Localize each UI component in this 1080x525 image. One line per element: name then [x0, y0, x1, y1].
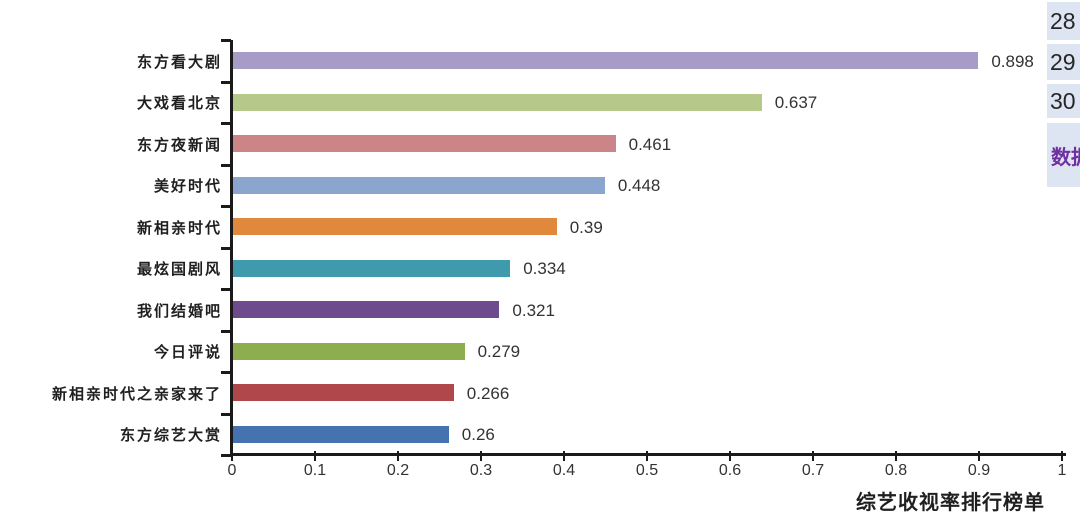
x-axis-tick-label: 0.5 — [635, 462, 659, 479]
category-label: 新相亲时代 — [136, 218, 222, 237]
bar[interactable] — [233, 218, 557, 236]
bar[interactable] — [233, 176, 605, 194]
bar-value-label: 0.266 — [466, 383, 510, 403]
spreadsheet-cell[interactable]: 28 — [1047, 2, 1080, 40]
y-axis-tick — [221, 39, 231, 42]
y-axis-tick — [221, 80, 231, 84]
bar[interactable] — [233, 301, 500, 319]
bar[interactable] — [233, 135, 616, 153]
x-axis-tick — [812, 451, 814, 461]
y-axis-tick — [221, 163, 231, 167]
bar-value-label: 0.26 — [461, 425, 495, 445]
x-axis-tick-label: 0.4 — [552, 462, 576, 479]
bar-value-label: 0.898 — [991, 51, 1034, 71]
category-label: 新相亲时代之亲家来了 — [51, 384, 222, 403]
category-label: 东方看大剧 — [136, 52, 222, 71]
category-label: 今日评说 — [153, 343, 222, 362]
category-label: 大戏看北京 — [136, 94, 222, 113]
y-axis-tick — [221, 412, 231, 416]
x-axis-tick — [895, 451, 897, 461]
bar-value-label: 0.637 — [774, 93, 818, 113]
x-axis-tick-label: 0.6 — [718, 462, 742, 479]
x-axis-tick-label: 0 — [227, 462, 237, 479]
x-axis-line — [230, 453, 1066, 456]
x-axis-tick — [563, 451, 565, 461]
y-axis-tick — [221, 246, 231, 250]
x-axis-tick — [978, 451, 980, 461]
cell-value: 30 — [1050, 87, 1076, 114]
x-axis-tick — [231, 451, 233, 461]
y-axis-tick — [221, 205, 231, 208]
y-axis-line — [230, 40, 233, 457]
category-label: 美好时代 — [153, 177, 222, 196]
bar[interactable] — [233, 259, 511, 277]
category-label: 我们结婚吧 — [136, 301, 222, 320]
y-axis-tick — [221, 371, 231, 374]
bar-value-label: 0.334 — [523, 259, 566, 279]
bar[interactable] — [233, 52, 979, 70]
cell-value: 28 — [1050, 7, 1076, 34]
x-axis-tick — [480, 451, 482, 461]
x-axis-tick-label: 0.9 — [967, 462, 991, 479]
cell-value: 29 — [1050, 48, 1076, 75]
x-axis-title: 综艺收视率排行榜单 — [856, 490, 1045, 514]
bar-value-label: 0.39 — [569, 217, 603, 237]
bar-value-label: 0.448 — [617, 176, 661, 196]
bar[interactable] — [233, 342, 465, 360]
y-axis-tick — [221, 454, 231, 457]
x-axis-tick-label: 0.1 — [303, 462, 327, 479]
x-axis-tick-label: 0.2 — [386, 462, 410, 479]
bar[interactable] — [233, 425, 449, 443]
x-axis-tick — [397, 451, 399, 461]
data-label-text: 数据 — [1051, 144, 1080, 169]
bar[interactable] — [233, 93, 762, 111]
bar-value-label: 0.279 — [477, 342, 521, 362]
x-axis-tick-label: 0.8 — [884, 462, 908, 479]
bar-value-label: 0.321 — [512, 300, 555, 320]
bar-value-label: 0.461 — [628, 134, 672, 154]
x-axis-tick — [646, 451, 648, 461]
x-axis-tick — [729, 451, 731, 461]
category-label: 东方夜新闻 — [136, 135, 222, 154]
y-axis-tick — [221, 122, 231, 125]
x-axis-tick-label: 0.7 — [801, 462, 825, 479]
x-axis-tick-label: 1 — [1057, 462, 1067, 479]
category-label: 东方综艺大赏 — [119, 426, 222, 445]
y-axis-tick — [221, 329, 231, 333]
x-axis-tick — [314, 451, 316, 461]
x-axis-tick — [1061, 451, 1063, 461]
spreadsheet-cell-data-label[interactable]: 数据 — [1047, 123, 1080, 187]
category-label: 最炫国剧风 — [136, 260, 222, 279]
spreadsheet-cell[interactable]: 30 — [1047, 84, 1080, 118]
spreadsheet-cell[interactable]: 29 — [1047, 44, 1080, 80]
y-axis-tick — [221, 288, 231, 291]
x-axis-tick-label: 0.3 — [469, 462, 493, 479]
bar[interactable] — [233, 384, 454, 402]
